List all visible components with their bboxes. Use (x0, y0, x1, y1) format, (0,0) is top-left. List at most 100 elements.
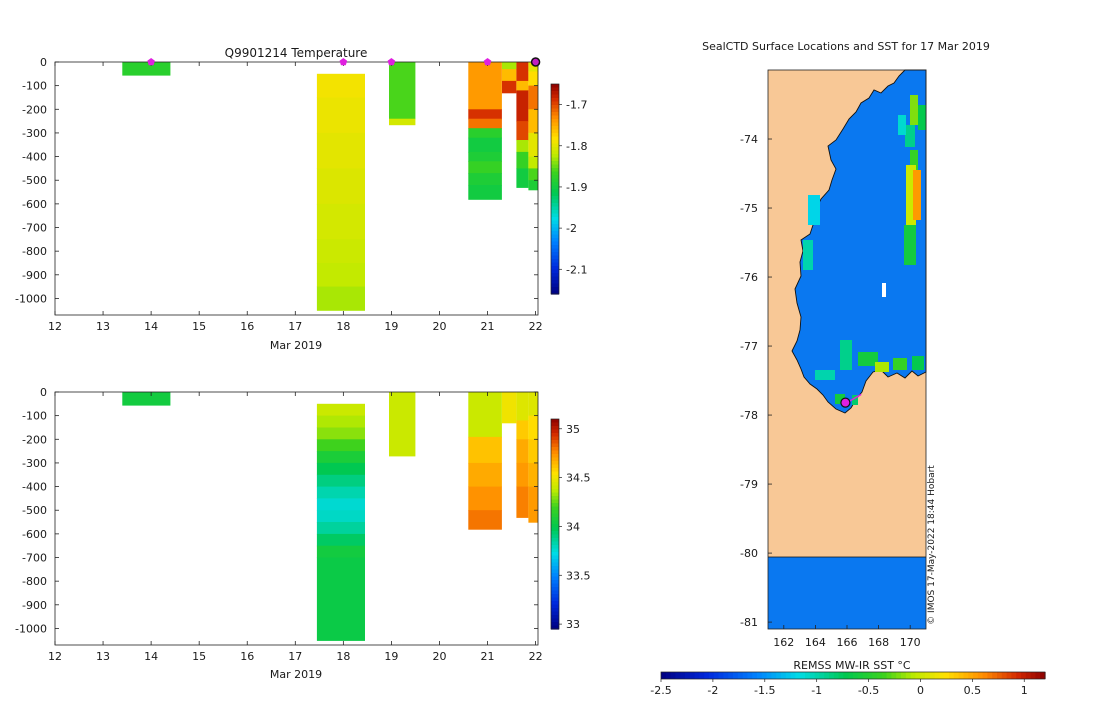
sal-x-tick-label: 13 (96, 650, 110, 663)
salinity-panel: 0 -100 -200 -300 -400 -500 -600 -700 -800 -900 -10… (15, 386, 590, 681)
sst-colorbar-step (733, 672, 739, 679)
sst-colorbar-step (1006, 672, 1012, 679)
temp-cell-4-2 (502, 80, 517, 94)
sst-colorbar-step (891, 672, 897, 679)
sal-colorbar-step (551, 534, 559, 539)
sst-colorbar-step (992, 672, 998, 679)
sal-cell-3-3 (468, 486, 502, 511)
sal-colorbar-step (551, 510, 559, 515)
temperature-title: Q9901214 Temperature (225, 46, 368, 60)
sal-colorbar-step (551, 457, 559, 462)
temp-y-tick-label: 0 (40, 56, 47, 69)
sst-colorbar-step (766, 672, 772, 679)
sst-colorbar-step (1021, 672, 1027, 679)
temp-cell-5-3 (516, 121, 529, 141)
sst-colorbar-step (987, 672, 993, 679)
sal-cell-2-0 (389, 392, 416, 457)
sst-colorbar-step (814, 672, 820, 679)
sst-colorbar-frame (660, 671, 1046, 680)
salinity-plot-frame (54, 391, 539, 646)
sal-colorbar-tick-label: 33 (566, 618, 580, 631)
temp-colorbar-step (551, 108, 559, 113)
sst-colorbar-step (929, 672, 936, 679)
map-y-tick-label: -81 (740, 616, 758, 629)
temp-colorbar-step (551, 241, 559, 246)
sal-colorbar-step (551, 622, 559, 627)
sal-cell-5-1 (516, 420, 529, 440)
sst-colorbar-step (896, 672, 902, 679)
sst-colorbar-tick-label: -2 (707, 684, 718, 697)
sal-y-tick-label: -700 (22, 552, 47, 565)
temp-cell-6-7 (528, 180, 538, 191)
temp-colorbar-step (551, 161, 559, 166)
sst-colorbar-step (680, 672, 686, 679)
profile-marker-0 (147, 58, 155, 66)
temp-cell-1-1 (316, 97, 365, 134)
sst-colorbar-step (925, 672, 931, 679)
sst-colorbar: -2.5 -2 -1.5 -1 -0.5 0 0.5 1 (650, 671, 1046, 697)
map-y-tick-label: -76 (740, 271, 758, 284)
sst-colorbar-step (737, 672, 744, 679)
temp-y-tick-label: -600 (22, 198, 47, 211)
sst-colorbar-step (665, 672, 672, 679)
temp-cell-6-3 (528, 109, 538, 134)
sal-cell-1-2 (316, 427, 365, 440)
temp-colorbar-step (551, 234, 559, 239)
sal-colorbar-step (551, 478, 559, 483)
profile-marker-1 (339, 58, 348, 66)
temp-colorbar-step (551, 175, 559, 180)
sal-colorbar-step (551, 569, 559, 574)
sst-colorbar-step (838, 672, 844, 679)
sst-colorbar-step (689, 672, 696, 679)
latest-profile-marker (530, 57, 541, 67)
sal-y-tick-label: -900 (22, 599, 47, 612)
sal-cell-1-7 (316, 486, 365, 499)
sal-cell-3-2 (468, 462, 502, 488)
sal-cell-1-11 (316, 533, 365, 547)
sal-colorbar-step (551, 464, 559, 469)
temp-colorbar-step (551, 157, 559, 162)
sal-colorbar-step (551, 562, 559, 567)
sst-colorbar-step (1016, 672, 1022, 679)
sal-colorbar-step (551, 576, 559, 581)
temp-colorbar-step (551, 126, 559, 131)
sst-colorbar-step (742, 672, 748, 679)
temp-cell-2-1 (389, 118, 416, 126)
sal-colorbar-step (551, 475, 559, 480)
sal-colorbar-step (551, 552, 559, 557)
sal-colorbar-step (551, 566, 559, 571)
sal-colorbar-step (551, 520, 559, 525)
sst-colorbar-step (785, 672, 792, 679)
temp-colorbar-step (551, 91, 559, 96)
sal-cell-1-8 (316, 498, 365, 511)
sal-cell-6-0 (528, 392, 538, 417)
temp-cell-1-3 (316, 168, 365, 205)
temp-colorbar-step (551, 98, 559, 103)
sst-colorbar-step (699, 672, 705, 679)
sal-colorbar-tick-label: 33.5 (566, 569, 591, 582)
sst-colorbar-step (747, 672, 753, 679)
sal-colorbar-step (551, 454, 559, 459)
sal-colorbar-step (551, 517, 559, 522)
temp-colorbar-tick-label: -1.9 (566, 181, 587, 194)
map-y-ticks: -74 -75 -76 -77 -78 -79 -80 -81 (740, 133, 772, 629)
temperature-plot-frame (54, 61, 539, 316)
sal-cell-1-0 (316, 403, 365, 417)
sal-colorbar-step (551, 608, 559, 613)
temp-cell-1-0 (316, 73, 365, 98)
salinity-colorbar: 35 34.5 34 33.5 33 (550, 418, 591, 631)
sal-cell-3-1 (468, 436, 502, 464)
sal-y-tick-label: -500 (22, 504, 47, 517)
sal-colorbar-step (551, 461, 559, 466)
sst-colorbar-step (843, 672, 849, 679)
sst-colorbar-step (757, 672, 763, 679)
sst-colorbar-step (953, 672, 960, 679)
sal-colorbar-step (551, 573, 559, 578)
map-sst-field (767, 95, 926, 602)
sal-cell-1-6 (316, 474, 365, 488)
sal-colorbar-step (551, 419, 559, 424)
sal-x-tick-label: 15 (192, 650, 206, 663)
sst-colorbar-label: REMSS MW-IR SST °C (793, 659, 911, 672)
temp-colorbar-tick-label: -2.1 (566, 263, 587, 276)
temp-colorbar-step (551, 171, 559, 176)
